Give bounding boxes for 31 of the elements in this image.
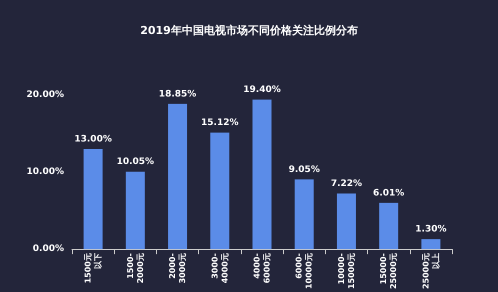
data-label: 7.22% [330,179,362,190]
bar [210,132,230,250]
y-tick-label: 20.00% [26,90,64,100]
bar [336,194,356,250]
x-tick-label: 2000-3000元 [168,253,188,284]
bar [168,104,188,250]
y-tick-label: 10.00% [26,167,64,178]
data-label: 19.40% [243,85,281,96]
x-tick-label: 1500-2000元 [126,253,145,284]
x-tick-label: 6000-10000元 [294,253,314,290]
bar [252,100,272,250]
x-tick-label: 15000-25000元 [379,253,398,290]
data-label: 13.00% [74,134,112,144]
data-label: 6.01% [373,188,404,198]
x-tick-label: 25000元以上 [421,253,440,290]
data-label: 1.30% [415,224,447,235]
chart-title: 2019年中国电视市场不同价格关注比例分布 [140,24,358,37]
data-label: 18.85% [158,89,196,100]
bar [84,148,103,250]
bar [294,179,314,250]
data-label: 10.05% [116,157,154,168]
data-label: 9.05% [288,164,320,175]
bar [421,239,440,250]
y-tick-label: 0.00% [32,244,64,254]
bar [126,172,145,250]
x-tick-label: 3000-4000元 [210,253,230,284]
x-tick-label: 4000-6000元 [252,253,272,284]
x-tick-label: 10000-15000元 [336,253,356,290]
x-tick-label: 1500元以下 [84,253,103,284]
data-label: 15.12% [201,118,239,128]
bar [379,202,398,250]
